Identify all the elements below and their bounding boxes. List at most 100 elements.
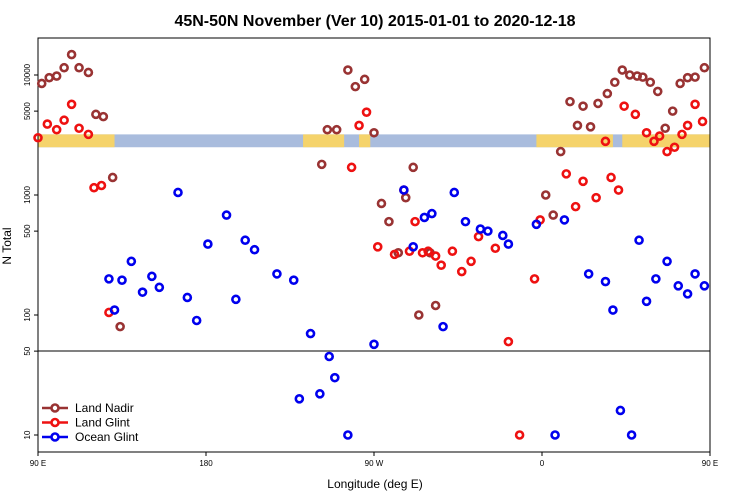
land-glint-point: [561, 169, 572, 179]
land-nadir-point: [617, 65, 628, 75]
chart-title: 45N-50N November (Ver 10) 2015-01-01 to …: [174, 13, 575, 30]
ocean-glint-point: [240, 235, 250, 246]
ocean-glint-point: [699, 281, 710, 291]
ocean-glint-point: [626, 430, 637, 440]
land-nadir-point: [36, 78, 47, 89]
y-tick-label: 10000: [23, 63, 32, 86]
land-glint-point: [372, 242, 383, 252]
land-glint-point: [33, 132, 43, 143]
ocean-glint-point: [154, 282, 165, 293]
land-glint-point: [51, 124, 62, 135]
land-glint-point: [600, 136, 611, 147]
land-nadir-point: [343, 65, 353, 75]
data-points: [33, 49, 710, 440]
land-glint-point: [690, 99, 700, 110]
land-glint-point: [410, 216, 420, 227]
x-tick-label: 90 E: [702, 459, 718, 468]
land-ocean-strip: [38, 134, 710, 148]
land-nadir-point: [59, 62, 69, 73]
ocean-glint-point: [182, 292, 193, 303]
x-tick-label: 90 E: [30, 459, 46, 468]
land-glint-point: [578, 176, 588, 187]
ocean-glint-point: [329, 372, 340, 383]
land-glint-point: [682, 120, 693, 131]
y-tick-label: 50: [23, 346, 32, 355]
legend-label-land-glint: Land Glint: [75, 416, 130, 430]
x-tick-label: 0: [540, 459, 545, 468]
ocean-glint-point: [690, 269, 700, 279]
land-strip-segment: [303, 134, 345, 148]
land-strip-segment: [359, 134, 371, 148]
land-glint-point: [619, 101, 629, 111]
ocean-glint-point: [104, 274, 114, 284]
land-glint-point: [466, 256, 476, 267]
ocean-glint-point: [399, 185, 409, 195]
ocean-glint-point: [272, 269, 282, 279]
land-nadir-point: [115, 321, 125, 332]
ocean-glint-point: [173, 187, 183, 198]
land-glint-point: [677, 129, 687, 140]
land-nadir-point: [572, 120, 583, 131]
x-tick-label: 180: [199, 459, 213, 468]
land-glint-point: [83, 129, 94, 140]
ocean-glint-point: [449, 187, 460, 198]
ocean-glint-point: [438, 321, 448, 332]
ocean-glint-point: [673, 281, 684, 291]
land-nadir-point: [98, 111, 109, 122]
ocean-glint-point: [126, 256, 137, 267]
ocean-glint-point: [109, 305, 120, 315]
land-nadir-point: [555, 146, 566, 157]
land-glint-point: [423, 246, 433, 257]
land-nadir-point: [322, 124, 333, 135]
ocean-glint-point: [634, 235, 644, 246]
land-nadir-point: [107, 172, 118, 183]
land-glint-point: [662, 146, 672, 157]
ocean-glint-point: [550, 430, 560, 440]
ocean-glint-point: [324, 351, 335, 362]
land-strip-segment: [622, 134, 710, 148]
land-nadir-point: [548, 210, 559, 220]
land-glint-point: [89, 182, 99, 193]
land-glint-point: [354, 120, 364, 131]
land-glint-point: [436, 260, 447, 271]
ocean-glint-point: [203, 239, 213, 249]
ocean-glint-point: [305, 328, 316, 339]
ocean-glint-point: [191, 315, 202, 326]
ocean-glint-point: [419, 212, 430, 223]
x-tick-label: 90 W: [365, 459, 384, 468]
land-nadir-point: [331, 124, 342, 135]
ocean-glint-point: [503, 239, 514, 249]
land-nadir-point: [645, 77, 656, 88]
land-nadir-point: [91, 109, 101, 120]
land-glint-point: [42, 119, 53, 129]
land-nadir-point: [316, 159, 327, 170]
land-glint-point: [456, 266, 467, 277]
land-nadir-point: [51, 71, 62, 81]
land-nadir-point: [565, 96, 575, 107]
ocean-glint-point: [249, 244, 260, 255]
land-glint-point: [503, 336, 514, 347]
ocean-glint-point: [343, 430, 353, 440]
land-glint-point: [473, 231, 484, 242]
ocean-glint-point: [117, 275, 127, 285]
y-tick-label: 10: [23, 430, 32, 439]
land-glint-point: [570, 201, 581, 212]
land-glint-point: [630, 109, 641, 120]
land-glint-point: [430, 251, 441, 261]
legend-marker-land-nadir: [50, 403, 60, 413]
land-glint-point: [649, 136, 659, 147]
legend-label-land-nadir: Land Nadir: [75, 401, 134, 415]
legend-label-ocean-glint: Ocean Glint: [75, 430, 139, 444]
land-nadir-point: [369, 127, 379, 138]
land-glint-point: [669, 142, 680, 153]
ocean-glint-point: [315, 389, 325, 399]
land-glint-point: [514, 430, 525, 440]
land-nadir-point: [593, 98, 603, 109]
land-nadir-point: [585, 122, 596, 132]
land-nadir-point: [690, 72, 700, 82]
ocean-glint-point: [408, 242, 419, 252]
land-nadir-point: [359, 74, 370, 85]
ocean-glint-point: [641, 296, 652, 307]
land-nadir-point: [408, 162, 419, 173]
